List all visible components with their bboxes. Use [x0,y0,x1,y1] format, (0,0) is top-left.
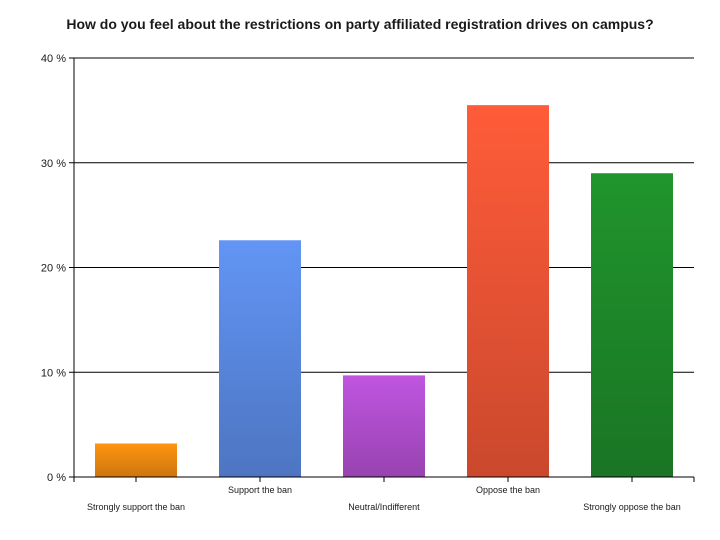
x-tick-label: Strongly oppose the ban [583,502,681,512]
y-tick-label: 0 % [47,472,66,484]
x-tick-label: Neutral/Indifferent [348,502,420,512]
bar-4 [591,173,673,477]
y-tick-label: 40 % [41,53,66,65]
bar-1 [219,240,301,477]
bar-2 [343,375,425,477]
chart-title: How do you feel about the restrictions o… [66,16,654,32]
x-tick-label: Support the ban [228,485,292,495]
x-tick-label: Strongly support the ban [87,502,185,512]
y-tick-label: 10 % [41,367,66,379]
bar-0 [95,443,177,477]
bar-3 [467,105,549,477]
x-tick-label: Oppose the ban [476,485,540,495]
y-tick-label: 20 % [41,263,66,275]
y-tick-label: 30 % [41,158,66,170]
